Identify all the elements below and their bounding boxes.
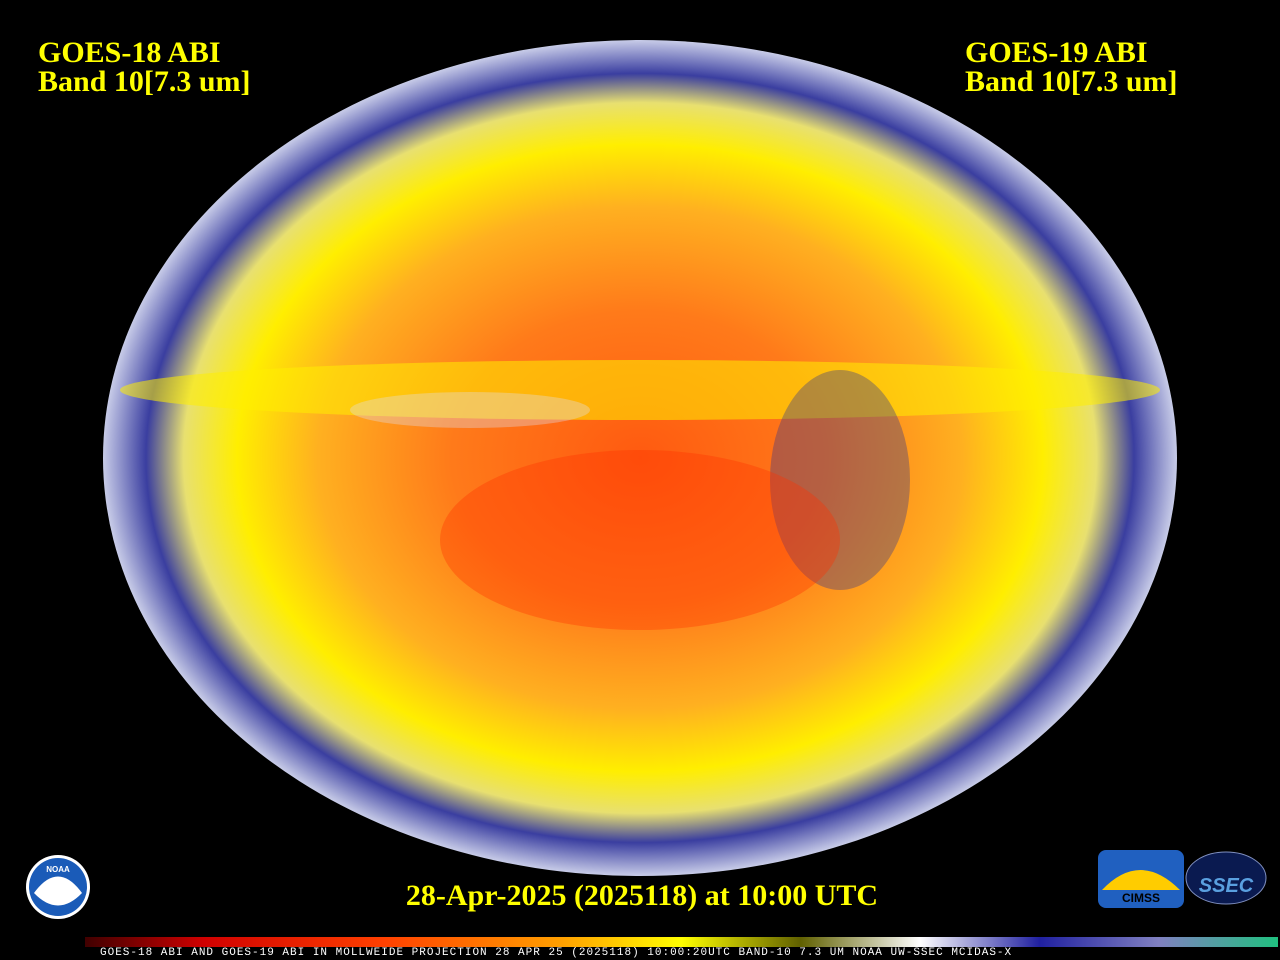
ssec-logo: SSEC <box>1185 851 1267 905</box>
cimss-logo: CIMSS <box>1098 850 1184 908</box>
itcz-band <box>120 360 1160 420</box>
colorbar <box>85 937 1278 947</box>
left-satellite: GOES-18 ABI <box>38 36 221 69</box>
ssec-globe <box>1185 851 1267 905</box>
timestamp: 28-Apr-2025 (2025118) at 10:00 UTC <box>406 879 878 912</box>
cimss-sun <box>1102 870 1180 890</box>
cimss-text: CIMSS <box>1122 891 1160 905</box>
cloud-band <box>770 370 910 590</box>
right-satellite: GOES-19 ABI <box>965 36 1148 69</box>
left-band: Band 10[7.3 um] <box>38 65 251 98</box>
cloud-band <box>350 392 590 428</box>
ssec-text: SSEC <box>1199 875 1254 897</box>
noaa-text: NOAA <box>46 865 70 874</box>
globe <box>103 40 1177 876</box>
noaa-logo: NOAA <box>26 855 90 919</box>
colorbar-caption: GOES-18 ABI AND GOES-19 ABI IN MOLLWEIDE… <box>100 947 1012 959</box>
noaa-bird <box>34 876 82 906</box>
right-band: Band 10[7.3 um] <box>965 65 1178 98</box>
dry-region <box>440 450 840 630</box>
